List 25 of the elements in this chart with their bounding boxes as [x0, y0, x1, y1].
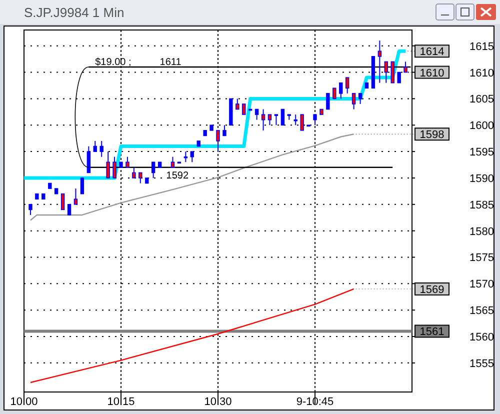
y-tick-label: 1615	[470, 40, 494, 53]
ref-line-label: 1561	[420, 326, 444, 338]
y-tick-label: 1570	[470, 278, 494, 291]
y-tick-label: 1600	[470, 120, 494, 132]
annotation: 1614	[420, 46, 444, 58]
y-tick-label: 1555	[470, 358, 494, 370]
y-tick-label: 1605	[470, 94, 494, 106]
x-tick-label: 10:30	[204, 396, 232, 408]
annotation: 1569	[420, 284, 444, 296]
annotation: 1610	[420, 67, 444, 80]
y-tick-label: 1610	[470, 67, 494, 80]
y-tick-label: 1585	[470, 199, 494, 212]
y-tick-label: 1575	[470, 252, 494, 264]
chart-title: S.JP.J9984 1 Min	[24, 5, 124, 20]
y-tick-label: 1560	[470, 332, 494, 344]
annotation: 1611	[160, 56, 182, 68]
y-tick-label: 1565	[470, 305, 494, 318]
x-tick-label: 10:00	[10, 396, 38, 408]
x-tick-label: 10:15	[107, 396, 135, 408]
y-tick-label: 1595	[470, 146, 494, 159]
annotation: $19.00 ;	[95, 56, 132, 68]
x-tick-label: 9-10:45	[296, 396, 334, 408]
y-tick-label: 1580	[470, 226, 494, 238]
annotation: 1598	[420, 129, 444, 142]
y-tick-label: 1590	[470, 172, 494, 185]
